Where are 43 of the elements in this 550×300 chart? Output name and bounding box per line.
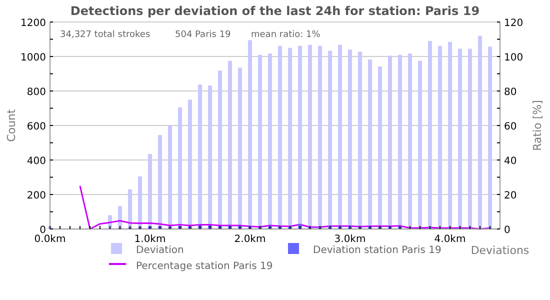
y2-tick-label: 100 [504, 52, 524, 64]
bar [128, 189, 132, 229]
annotation: 34,327 total strokes [60, 30, 150, 40]
y2-tick-label: 60 [504, 122, 517, 132]
annotation: 504 Paris 19 [175, 30, 232, 40]
bar [448, 42, 452, 229]
legend-label: Percentage station Paris 19 [136, 261, 273, 272]
x-tick-label: 3.0km [334, 234, 366, 245]
y2-tick-label: 80 [504, 87, 517, 98]
y2-axis-title: Ratio [%] [531, 100, 544, 151]
x-tick-label: 1.0km [134, 234, 166, 245]
bar [168, 126, 172, 229]
bar [418, 60, 422, 229]
bar [488, 46, 492, 229]
y2-tick-label: 0 [504, 225, 510, 236]
y2-tick-label: 20 [504, 190, 517, 202]
y-tick-label: 600 [26, 122, 46, 132]
y-tick-label: 1000 [20, 52, 46, 64]
y-tick-label: 0 [40, 225, 46, 236]
y-tick-label: 200 [26, 190, 46, 202]
bar [428, 40, 432, 229]
y-tick-label: 400 [26, 156, 46, 167]
x-tick-label: 2.0km [234, 234, 266, 245]
x-tick-label: 4.0km [434, 234, 466, 245]
bar [408, 54, 412, 229]
y2-tick-label: 40 [504, 156, 517, 167]
legend-label: Deviation [136, 245, 184, 256]
x-tick-label: 0.0km [34, 234, 66, 245]
legend-label: Deviation station Paris 19 [313, 245, 442, 256]
bar [138, 176, 142, 229]
x-axis-title: Deviations [470, 244, 530, 257]
bar [468, 48, 472, 229]
chart-title: Detections per deviation of the last 24h for station: Paris 19 [70, 4, 480, 18]
y-axis-title: Count [5, 108, 18, 142]
y2-tick-label: 120 [504, 18, 524, 29]
annotation: mean ratio: 1% [251, 30, 321, 40]
line-series [79, 185, 491, 230]
bar [118, 206, 122, 229]
y-tick-label: 800 [26, 87, 46, 98]
bar [478, 36, 482, 229]
bar [438, 46, 442, 229]
y-tick-label: 1200 [20, 18, 46, 29]
bar [458, 48, 462, 229]
